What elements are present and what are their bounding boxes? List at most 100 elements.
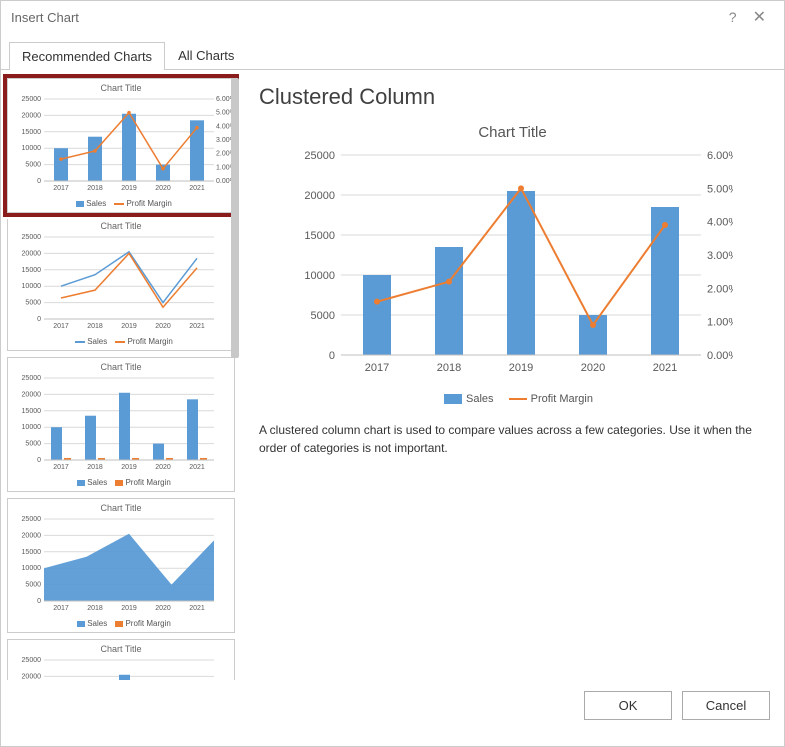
thumb-title: Chart Title bbox=[10, 221, 232, 231]
chart-legend: Sales Profit Margin bbox=[259, 393, 766, 405]
svg-text:0: 0 bbox=[37, 316, 41, 323]
svg-text:4.00%: 4.00% bbox=[707, 217, 733, 229]
svg-text:0: 0 bbox=[37, 178, 41, 185]
svg-text:0: 0 bbox=[37, 457, 41, 464]
svg-text:2021: 2021 bbox=[189, 605, 205, 612]
margin-swatch-sq bbox=[115, 480, 123, 486]
svg-text:15000: 15000 bbox=[22, 549, 42, 556]
svg-text:2020: 2020 bbox=[155, 464, 171, 471]
svg-text:0.00%: 0.00% bbox=[707, 350, 733, 362]
svg-text:2020: 2020 bbox=[155, 605, 171, 612]
svg-text:0: 0 bbox=[328, 350, 334, 362]
svg-text:2017: 2017 bbox=[364, 362, 388, 374]
preview-chart: 0 5000 10000 15000 20000 25000 0.00% 1.00% 2.00%… bbox=[293, 147, 733, 385]
svg-text:2.00%: 2.00% bbox=[707, 283, 733, 295]
svg-text:20000: 20000 bbox=[22, 250, 42, 257]
sales-swatch bbox=[77, 480, 85, 486]
svg-text:2020: 2020 bbox=[580, 362, 604, 374]
thumb-legend: Sales Profit Margin bbox=[10, 617, 232, 630]
sales-swatch bbox=[444, 394, 462, 404]
svg-text:10000: 10000 bbox=[22, 283, 42, 290]
svg-text:20000: 20000 bbox=[304, 190, 335, 202]
svg-text:5000: 5000 bbox=[25, 162, 41, 169]
chart-title: Chart Title bbox=[259, 124, 766, 141]
preview-pane: Clustered Column Chart Title 05000100001… bbox=[241, 70, 784, 680]
svg-text:2021: 2021 bbox=[652, 362, 676, 374]
svg-text:2017: 2017 bbox=[53, 323, 69, 330]
svg-text:2019: 2019 bbox=[121, 464, 137, 471]
svg-text:25000: 25000 bbox=[22, 96, 42, 103]
svg-text:2019: 2019 bbox=[121, 605, 137, 612]
thumb-column-2[interactable]: Chart Title 0500010000150002000025000201… bbox=[7, 639, 235, 680]
thumb-legend: Sales Profit Margin bbox=[10, 197, 232, 210]
sales-line-swatch bbox=[75, 341, 85, 343]
svg-text:2017: 2017 bbox=[53, 464, 69, 471]
thumb-column[interactable]: Chart Title 0500010000150002000025000201… bbox=[7, 357, 235, 492]
thumb-chart: 0 5000 10000 15000 20000 25000 2017 2018 2019 202… bbox=[10, 515, 232, 617]
thumb-chart: 0500010000150002000025000201720182019202… bbox=[10, 374, 232, 476]
svg-text:2018: 2018 bbox=[87, 323, 103, 330]
svg-text:5000: 5000 bbox=[25, 300, 41, 307]
svg-text:5000: 5000 bbox=[25, 441, 41, 448]
thumb-chart: 0500010000150002000025000201720182019202… bbox=[10, 656, 232, 680]
svg-text:20000: 20000 bbox=[22, 391, 42, 398]
svg-text:6.00%: 6.00% bbox=[707, 150, 733, 162]
svg-text:20000: 20000 bbox=[22, 673, 42, 680]
svg-text:15000: 15000 bbox=[304, 230, 335, 242]
svg-text:5000: 5000 bbox=[310, 310, 334, 322]
svg-text:3.00%: 3.00% bbox=[707, 250, 733, 262]
svg-text:2017: 2017 bbox=[53, 185, 69, 192]
svg-text:10000: 10000 bbox=[22, 565, 42, 572]
svg-text:15000: 15000 bbox=[22, 267, 42, 274]
thumb-title: Chart Title bbox=[10, 644, 232, 654]
tab-recommended[interactable]: Recommended Charts bbox=[9, 42, 165, 70]
thumbnail-list: Chart Title 05000100001500020000250000.0… bbox=[1, 70, 241, 680]
thumb-line[interactable]: Chart Title 0 5000 10000 15000 20000 25000 201… bbox=[7, 219, 235, 351]
svg-text:2018: 2018 bbox=[87, 464, 103, 471]
svg-text:5.00%: 5.00% bbox=[707, 183, 733, 195]
margin-swatch bbox=[115, 341, 125, 343]
margin-swatch-sq bbox=[115, 621, 123, 627]
tab-bar: Recommended Charts All Charts bbox=[1, 41, 784, 70]
tab-all-charts[interactable]: All Charts bbox=[165, 41, 247, 69]
thumb-clustered-column[interactable]: Chart Title 05000100001500020000250000.0… bbox=[7, 78, 235, 213]
thumbnail-scrollbar[interactable] bbox=[229, 78, 239, 672]
thumb-legend: Sales Profit Margin bbox=[10, 335, 232, 348]
svg-text:10000: 10000 bbox=[22, 424, 42, 431]
svg-text:25000: 25000 bbox=[22, 657, 42, 664]
svg-text:25000: 25000 bbox=[22, 234, 42, 241]
margin-swatch bbox=[509, 398, 527, 400]
svg-text:2019: 2019 bbox=[121, 185, 137, 192]
svg-text:2017: 2017 bbox=[53, 605, 69, 612]
svg-text:25000: 25000 bbox=[22, 516, 42, 523]
dialog-footer: OK Cancel bbox=[1, 680, 784, 730]
thumb-title: Chart Title bbox=[10, 503, 232, 513]
sales-swatch bbox=[77, 621, 85, 627]
scrollbar-thumb[interactable] bbox=[231, 78, 239, 358]
svg-text:5000: 5000 bbox=[25, 582, 41, 589]
thumb-chart: 05000100001500020000250000.00%1.00%2.00%… bbox=[10, 95, 232, 197]
thumb-title: Chart Title bbox=[10, 362, 232, 372]
svg-text:2021: 2021 bbox=[189, 464, 205, 471]
svg-text:2018: 2018 bbox=[436, 362, 460, 374]
svg-text:10000: 10000 bbox=[304, 270, 335, 282]
svg-text:2019: 2019 bbox=[121, 323, 137, 330]
cancel-button[interactable]: Cancel bbox=[682, 691, 770, 720]
svg-text:20000: 20000 bbox=[22, 112, 42, 119]
help-icon[interactable]: ? bbox=[721, 9, 745, 25]
svg-text:2018: 2018 bbox=[87, 605, 103, 612]
svg-text:0: 0 bbox=[37, 598, 41, 605]
svg-text:25000: 25000 bbox=[22, 375, 42, 382]
thumb-legend: Sales Profit Margin bbox=[10, 476, 232, 489]
sales-swatch bbox=[76, 201, 84, 207]
svg-text:2019: 2019 bbox=[508, 362, 532, 374]
svg-text:1.00%: 1.00% bbox=[707, 317, 733, 329]
thumb-area[interactable]: Chart Title 0 5000 10000 15000 20000 25000 201… bbox=[7, 498, 235, 633]
svg-text:20000: 20000 bbox=[22, 532, 42, 539]
ok-button[interactable]: OK bbox=[584, 691, 672, 720]
svg-text:10000: 10000 bbox=[22, 145, 42, 152]
svg-text:2020: 2020 bbox=[155, 185, 171, 192]
svg-text:2021: 2021 bbox=[189, 185, 205, 192]
svg-text:25000: 25000 bbox=[304, 150, 335, 162]
close-icon[interactable]: ✕ bbox=[745, 7, 774, 27]
